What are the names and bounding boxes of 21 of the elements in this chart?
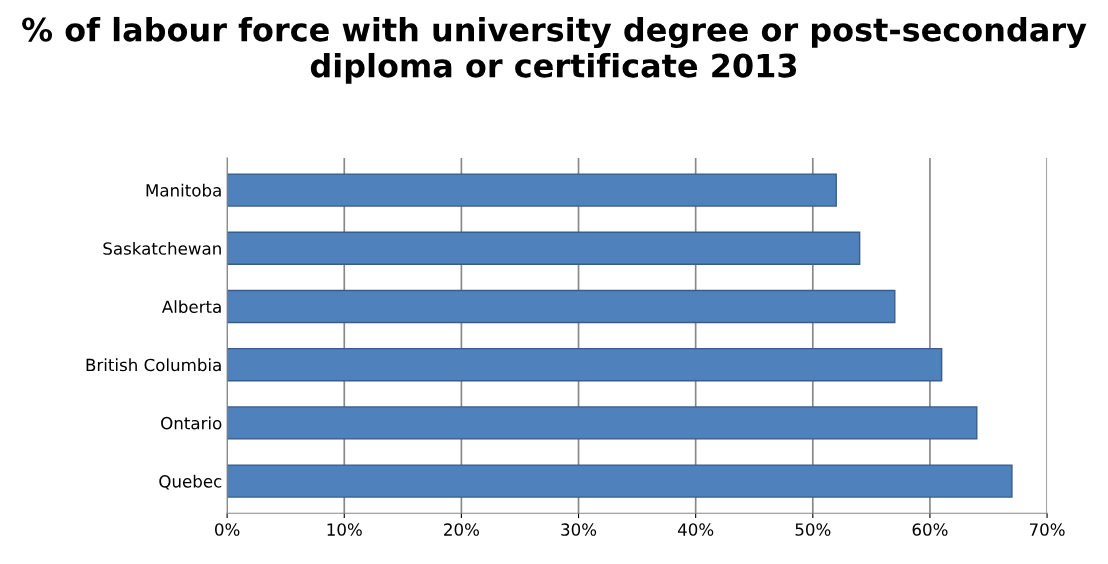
x-tick-label: 40% [677,523,714,536]
chart-title: % of labour force with university degree or post-secondary diploma or certificate 2013 [22,16,1087,84]
bar [227,347,943,382]
y-tick-label: Saskatchewan [103,241,221,255]
y-tick-label: Quebec [159,474,222,490]
bar [227,464,1013,498]
x-tick-label: 10% [327,523,362,536]
bar [227,173,837,207]
y-tick-label: Manitoba [146,183,221,197]
bar [227,406,978,440]
x-tick-label: 60% [912,523,948,536]
x-tick-label: 20% [444,523,480,536]
x-tick-label: 70% [1029,523,1065,536]
x-tick-label: 0% [215,523,240,536]
x-tick-label: 30% [561,523,597,536]
bar [227,289,896,324]
y-tick-label: Alberta [161,300,221,314]
y-tick-label: Ontario [161,416,222,430]
bar [227,231,861,265]
x-tick-label: 50% [795,523,831,536]
y-tick-label: British Columbia [86,358,221,372]
